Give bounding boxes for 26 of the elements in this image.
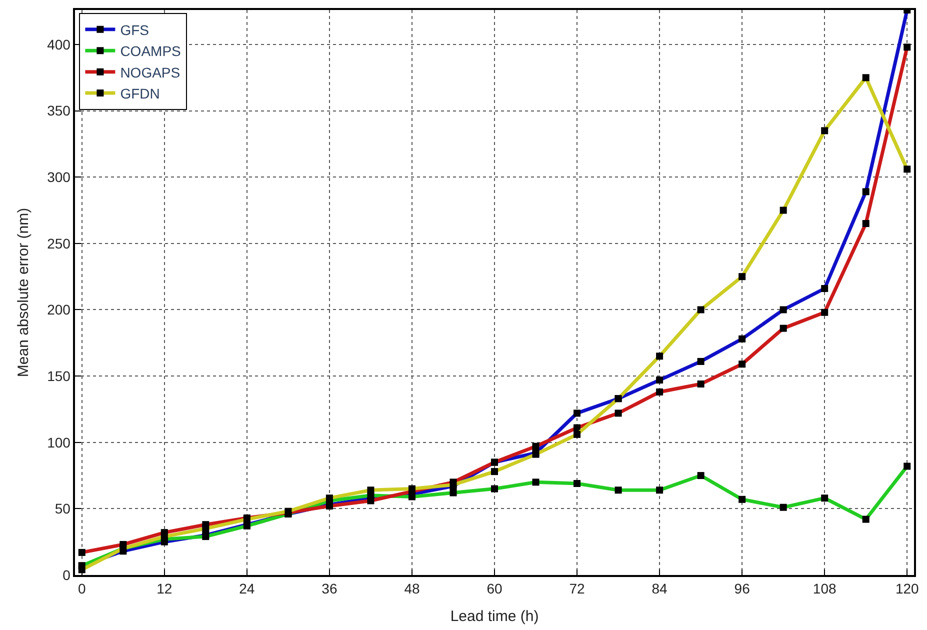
legend-label: GFS: [120, 22, 149, 38]
y-tick-label: 300: [47, 169, 71, 186]
x-tick-label: 24: [239, 580, 255, 597]
y-tick-label: 350: [47, 102, 71, 119]
x-tick-label: 96: [734, 580, 750, 597]
y-axis-title: Mean absolute error (nm): [14, 208, 32, 378]
legend-label: COAMPS: [120, 43, 181, 60]
y-tick-label: 100: [47, 434, 71, 450]
y-tick-label: 400: [47, 36, 71, 52]
x-tick-label: 72: [569, 580, 586, 597]
x-tick-label: 84: [652, 580, 668, 597]
x-tick-label: 36: [322, 580, 338, 597]
x-tick-label: 0: [78, 580, 86, 597]
y-tick-label: 150: [47, 368, 71, 384]
x-tick-label: 120: [895, 580, 920, 597]
x-tick-label: 108: [812, 580, 836, 597]
x-tick-label: 12: [156, 580, 172, 597]
y-tick-label: 200: [47, 302, 71, 318]
y-tick-label: 50: [54, 500, 71, 517]
y-tick-label: 250: [47, 235, 71, 252]
legend-label: NOGAPS: [120, 64, 180, 80]
x-axis-title: Lead time (h): [450, 608, 539, 626]
x-tick-label: 48: [404, 580, 420, 597]
y-tick-label: 0: [62, 566, 71, 583]
x-tick-label: 60: [486, 580, 502, 597]
legend-label: GFDN: [120, 85, 160, 102]
